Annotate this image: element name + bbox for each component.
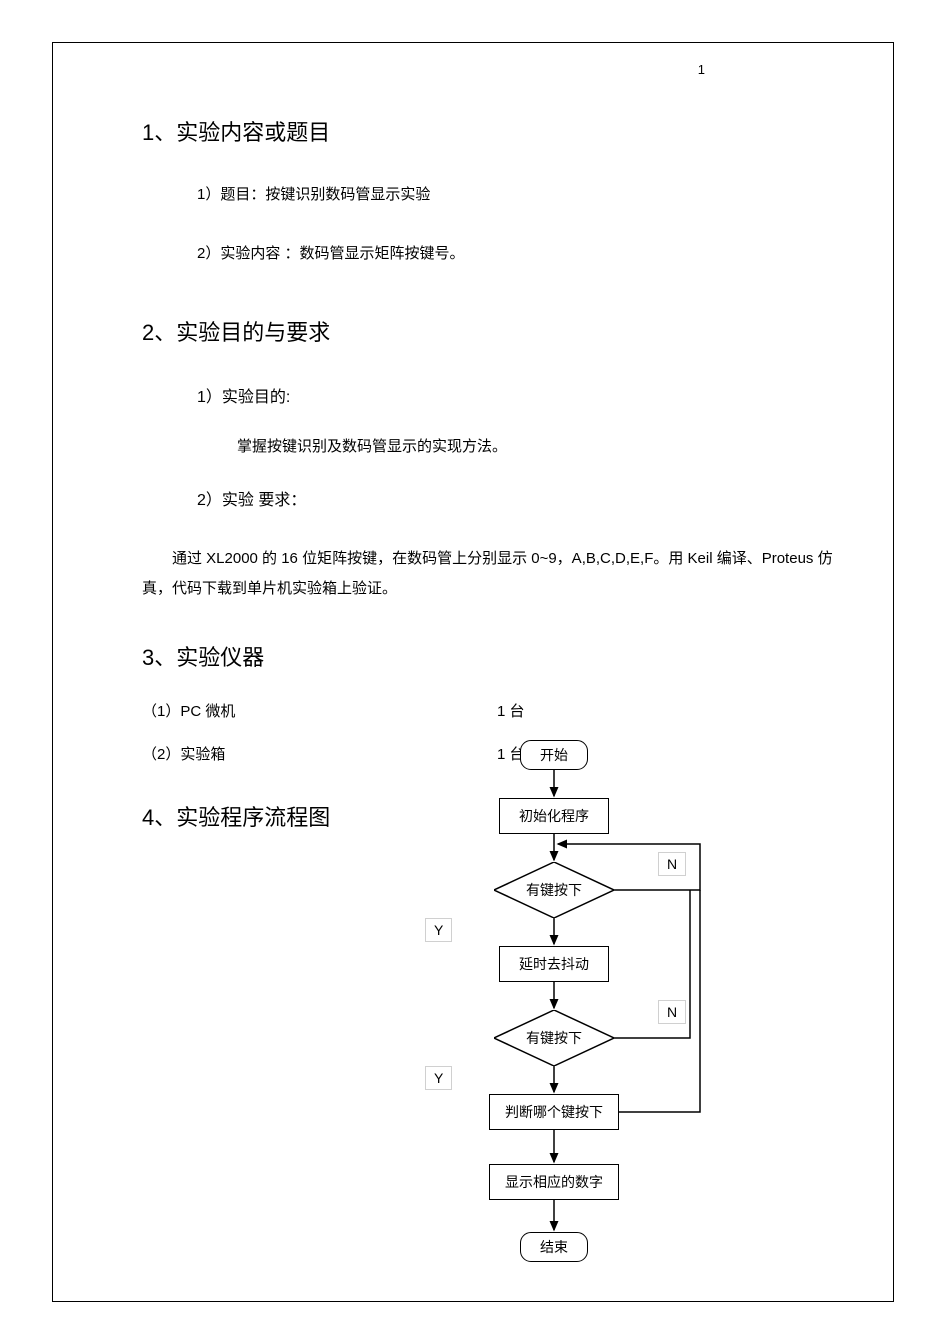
flowchart-label-y2: Y <box>425 1066 452 1090</box>
flowchart-start-label: 开始 <box>540 745 568 765</box>
equipment-1-qty: 1 台 <box>497 700 525 721</box>
section-2-text: 实验目的与要求 <box>176 320 330 345</box>
flowchart-init-label: 初始化程序 <box>519 806 589 826</box>
section-1-heading: 1、实验内容或题目 <box>142 115 842 147</box>
section-1-item-2: 2）实验内容 ：数码管显示矩阵按键号。 <box>197 242 842 263</box>
section-4-sep: 、 <box>154 805 176 830</box>
flowchart-end-label: 结束 <box>540 1237 568 1257</box>
flowchart-node-judge: 判断哪个键按下 <box>489 1094 619 1130</box>
flowchart-node-init: 初始化程序 <box>499 798 609 834</box>
section-2-item-1-head: 1）实验目的: <box>197 383 842 407</box>
flowchart-node-dec2: 有键按下 <box>494 1010 614 1066</box>
section-3-text: 实验仪器 <box>176 645 264 670</box>
section-2-heading: 2、实验目的与要求 <box>142 315 842 347</box>
section-3-sep: 、 <box>154 645 176 670</box>
flowchart-node-delay: 延时去抖动 <box>499 946 609 982</box>
equipment-row-1: （1）PC 微机 1 台 <box>142 700 842 721</box>
section-4-num: 4 <box>142 805 154 830</box>
flowchart: 开始 初始化程序 有键按下 延时去抖动 有键按下 判断哪个键按下 显示相应的数字… <box>400 740 750 1280</box>
section-4-text: 实验程序流程图 <box>176 805 330 830</box>
flowchart-node-dec1: 有键按下 <box>494 862 614 918</box>
flowchart-node-display: 显示相应的数字 <box>489 1164 619 1200</box>
section-3-heading: 3、实验仪器 <box>142 640 842 672</box>
section-2-sep: 、 <box>154 320 176 345</box>
section-2-item-2-head: 2）实验 要求： <box>197 486 842 510</box>
section-2-para-text: 通过 XL2000 的 16 位矩阵按键，在数码管上分别显示 0~9，A,B,C… <box>142 550 833 597</box>
flowchart-dec2-label: 有键按下 <box>494 1010 614 1066</box>
page-number: 1 <box>698 62 705 77</box>
section-2-item-1-body: 掌握按键识别及数码管显示的实现方法。 <box>237 435 842 456</box>
flowchart-delay-label: 延时去抖动 <box>519 954 589 974</box>
flowchart-label-n2: N <box>658 1000 686 1024</box>
flowchart-judge-label: 判断哪个键按下 <box>505 1102 603 1122</box>
section-2-num: 2 <box>142 320 154 345</box>
flowchart-node-start: 开始 <box>520 740 588 770</box>
flowchart-node-end: 结束 <box>520 1232 588 1262</box>
section-2-para: 通过 XL2000 的 16 位矩阵按键，在数码管上分别显示 0~9，A,B,C… <box>142 544 842 604</box>
section-1-text: 实验内容或题目 <box>176 120 330 145</box>
section-1-num: 1 <box>142 120 154 145</box>
flowchart-label-y1: Y <box>425 918 452 942</box>
flowchart-dec1-label: 有键按下 <box>494 862 614 918</box>
section-3-num: 3 <box>142 645 154 670</box>
flowchart-label-n1: N <box>658 852 686 876</box>
section-1-sep: 、 <box>154 120 176 145</box>
flowchart-display-label: 显示相应的数字 <box>505 1172 603 1192</box>
equipment-1-label: （1）PC 微机 <box>142 700 497 721</box>
section-1-item-1: 1）题目：按键识别数码管显示实验 <box>197 183 842 204</box>
